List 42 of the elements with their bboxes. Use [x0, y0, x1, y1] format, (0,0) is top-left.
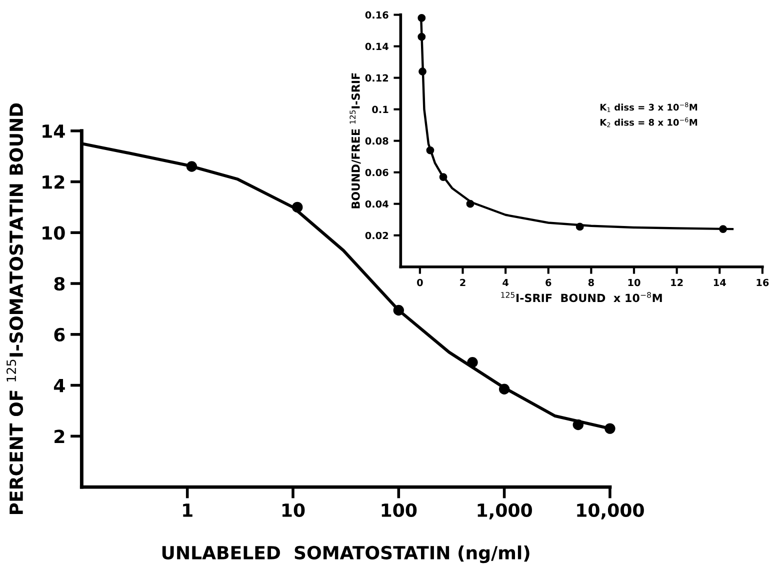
- x-tick-label: 4: [502, 278, 508, 286]
- x-tick-label: 10: [282, 503, 305, 518]
- y-tick-label: 0.1: [372, 106, 388, 114]
- x-tick-label: 10: [628, 278, 640, 286]
- point: [418, 68, 426, 76]
- x-tick-label: 0: [417, 278, 423, 286]
- x-tick-label: 16: [756, 278, 769, 286]
- x-tick-label: 10,000: [577, 503, 644, 520]
- point: [719, 225, 728, 234]
- point: [418, 32, 426, 41]
- point: [466, 200, 474, 208]
- x-axis-title: UNLABELED SOMATOSTATIN (ng/ml): [162, 546, 530, 564]
- annotation: K$_{2}$ diss = 8 x 10$^{−6}$M: [600, 117, 698, 128]
- annotation: K$_{1}$ diss = 3 x 10$^{−8}$M: [600, 102, 698, 112]
- x-tick-label: 2: [460, 278, 466, 286]
- y-tick-label: 0.08: [365, 137, 388, 145]
- x-tick-label: 1: [183, 504, 192, 517]
- x-tick-label: 14: [714, 278, 726, 286]
- point: [576, 222, 584, 231]
- y-tick-label: 0.04: [365, 200, 388, 208]
- y-tick-label: 12: [42, 175, 64, 189]
- y-axis-title: PERCENT OF $^{125}$I-SOMATOSTATIN BOUND: [6, 103, 24, 514]
- point: [426, 146, 434, 154]
- point: [418, 14, 426, 22]
- x-tick-label: 12: [671, 278, 683, 286]
- x-tick-label: 1,000: [478, 503, 532, 520]
- y-tick-label: 0.14: [365, 42, 388, 50]
- y-tick-label: 0.12: [365, 74, 388, 82]
- y-tick-label: 2: [54, 430, 64, 444]
- y-tick-label: 0.16: [365, 11, 388, 19]
- y-tick-label: 10: [42, 226, 65, 240]
- x-axis-title: $^{125}$I-SRIF BOUND x 10$^{−8}$M: [501, 292, 662, 302]
- x-tick-label: 8: [588, 278, 594, 286]
- y-axis-title: BOUND/FREE $^{125}$I-SRIF: [350, 73, 361, 208]
- y-tick-label: 0.06: [365, 168, 388, 176]
- y-tick-label: 0.02: [365, 232, 388, 240]
- y-tick-label: 4: [54, 378, 65, 392]
- y-tick-label: 14: [42, 124, 65, 138]
- y-tick-label: 6: [54, 328, 65, 342]
- x-tick-label: 100: [382, 503, 417, 518]
- x-tick-label: 6: [546, 278, 552, 286]
- point: [439, 173, 448, 182]
